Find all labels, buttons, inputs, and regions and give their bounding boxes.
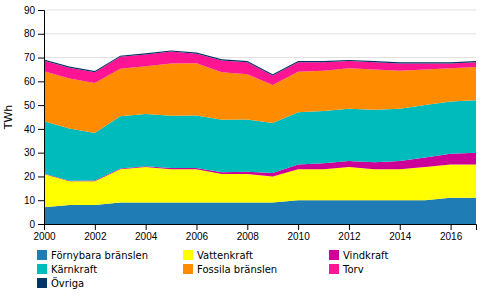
x-tick-mark [196, 224, 197, 230]
x-tick-mark [95, 224, 96, 230]
x-tick-label: 2004 [135, 231, 158, 242]
y-tick: 50 [24, 100, 44, 111]
y-tick-label: 10 [24, 195, 36, 206]
x-tick-mark [298, 224, 299, 230]
y-tick-mark [38, 153, 44, 154]
y-tick-mark [38, 200, 44, 201]
x-tick-label: 2014 [389, 231, 412, 242]
y-tick-mark [38, 58, 44, 59]
legend-label: Fossila bränslen [197, 264, 277, 275]
plot: 2000 2002 2004 2006 2008 2010 2012 2014 2016 0 10 2… [24, 5, 477, 242]
legend-item: Torv [329, 264, 364, 275]
y-tick-label: 90 [24, 5, 36, 16]
y-tick-mark [38, 10, 44, 11]
x-tick-label: 2012 [338, 231, 361, 242]
y-tick-label: 50 [24, 100, 36, 111]
grid-line [44, 33, 476, 34]
y-tick-mark [38, 224, 44, 225]
legend-swatch [183, 250, 193, 260]
legend-label: Vindkraft [343, 250, 388, 261]
y-tick: 20 [24, 171, 44, 182]
y-tick-label: 60 [24, 76, 36, 87]
x-tick: 2010 [287, 224, 310, 242]
x-tick-mark [349, 224, 350, 230]
x-tick-label: 2000 [33, 231, 56, 242]
x-tick-label: 2006 [186, 231, 209, 242]
x-tick-label: 2010 [287, 231, 310, 242]
legend-label: Övriga [51, 277, 84, 289]
legend-swatch [37, 278, 47, 288]
x-tick: 2012 [338, 224, 361, 242]
legend-swatch [183, 264, 193, 274]
legend-swatch [37, 264, 47, 274]
x-tick-mark [451, 224, 452, 230]
x-tick-mark [247, 224, 248, 230]
y-axis-title: TWh [2, 105, 15, 131]
legend-label: Kärnkraft [51, 264, 97, 275]
legend-item: Kärnkraft [37, 264, 97, 275]
y-tick: 10 [24, 195, 44, 206]
x-tick: 2016 [440, 224, 463, 242]
x-tick-label: 2002 [84, 231, 107, 242]
legend-label: Vattenkraft [197, 250, 253, 261]
area [44, 50, 476, 75]
legend-item: Fossila bränslen [183, 264, 277, 275]
y-tick-mark [38, 81, 44, 82]
legend: Förnybara bränslen Vattenkraft Vindkraft Kä… [37, 250, 388, 289]
x-tick: 2002 [84, 224, 107, 242]
x-tick-mark [146, 224, 147, 230]
y-tick: 70 [24, 52, 44, 63]
legend-swatch [329, 264, 339, 274]
y-tick: 80 [24, 28, 44, 39]
grid [44, 10, 476, 224]
x-axis-line [45, 225, 477, 231]
x-tick: 2006 [186, 224, 209, 242]
chart: 2000 2002 2004 2006 2008 2010 2012 2014 2016 0 10 2… [0, 0, 492, 302]
x-tick: 2000 [33, 224, 56, 242]
areas [44, 50, 476, 224]
legend-item: Vindkraft [329, 250, 388, 261]
x-axis: 2000 2002 2004 2006 2008 2010 2012 2014 2016 [33, 224, 476, 242]
grid-line [44, 10, 476, 11]
y-tick-mark [38, 176, 44, 177]
y-tick: 60 [24, 76, 44, 87]
legend-swatch [37, 250, 47, 260]
y-tick: 30 [24, 147, 44, 158]
y-tick-label: 80 [24, 28, 36, 39]
legend-item: Förnybara bränslen [37, 250, 148, 261]
x-tick-mark [400, 224, 401, 230]
x-tick: 2008 [237, 224, 260, 242]
y-tick-mark [38, 129, 44, 130]
legend-swatch [329, 250, 339, 260]
y-axis-line [38, 11, 45, 225]
legend-item: Vattenkraft [183, 250, 253, 261]
y-tick: 90 [24, 5, 44, 16]
y-tick-label: 20 [24, 171, 36, 182]
grid-line [44, 57, 476, 58]
y-tick-label: 30 [24, 147, 36, 158]
y-tick: 40 [24, 124, 44, 135]
y-tick-label: 40 [24, 124, 36, 135]
x-tick-label: 2016 [440, 231, 463, 242]
x-tick: 2004 [135, 224, 158, 242]
y-tick-label: 0 [29, 219, 35, 230]
x-tick-label: 2008 [237, 231, 260, 242]
y-axis: 0 10 20 30 40 50 60 70 80 90 [24, 5, 45, 230]
x-tick: 2014 [389, 224, 412, 242]
y-tick-mark [38, 34, 44, 35]
legend-label: Förnybara bränslen [51, 250, 148, 261]
y-tick: 0 [29, 219, 44, 230]
y-tick-mark [38, 105, 44, 106]
legend-item: Övriga [37, 277, 84, 289]
y-tick-label: 70 [24, 52, 36, 63]
legend-label: Torv [342, 264, 364, 275]
